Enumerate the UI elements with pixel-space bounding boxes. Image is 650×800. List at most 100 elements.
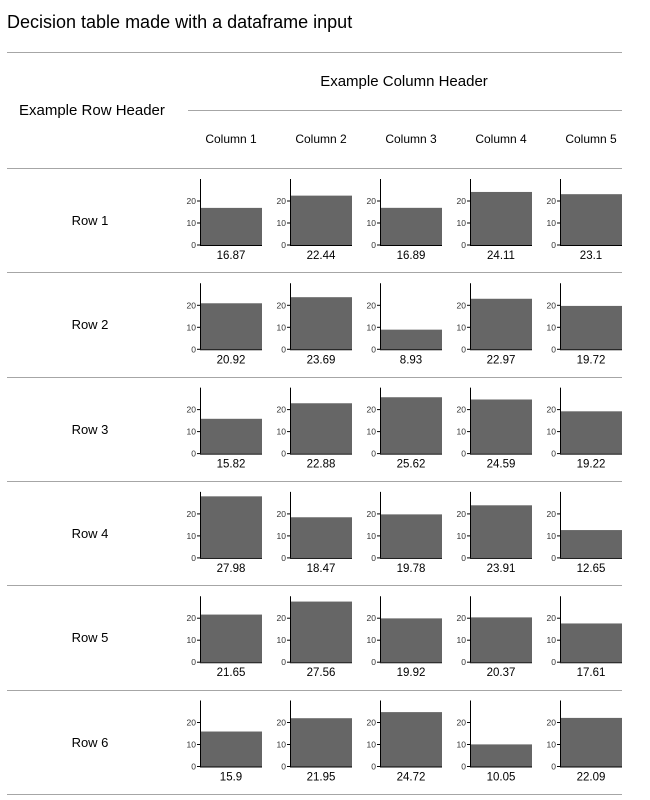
y-tick-label: 20 [277, 509, 287, 519]
value-label: 24.59 [487, 459, 516, 471]
value-label: 23.1 [580, 250, 602, 262]
bar [290, 517, 352, 558]
value-label: 25.62 [397, 459, 426, 471]
y-tick-label: 20 [367, 718, 377, 728]
y-tick-label: 10 [547, 322, 557, 332]
bar [290, 403, 352, 454]
y-tick-label: 0 [371, 240, 376, 250]
y-tick-label: 0 [461, 449, 466, 459]
y-tick-label: 10 [547, 635, 557, 645]
bar [380, 618, 442, 663]
y-tick-label: 0 [551, 240, 556, 250]
value-label: 20.92 [217, 354, 246, 366]
y-tick-label: 0 [371, 344, 376, 354]
y-tick-label: 0 [371, 449, 376, 459]
bar [200, 731, 262, 767]
y-tick-label: 10 [187, 740, 197, 750]
bar [560, 411, 622, 454]
y-tick-label: 0 [191, 553, 196, 563]
y-tick-label: 0 [371, 657, 376, 667]
value-label: 27.56 [307, 667, 336, 679]
y-tick-label: 10 [367, 427, 377, 437]
y-tick-label: 10 [457, 531, 467, 541]
y-tick-label: 0 [371, 762, 376, 772]
bar [200, 207, 262, 245]
y-tick-label: 0 [191, 344, 196, 354]
bar [560, 717, 622, 767]
value-label: 19.92 [397, 667, 426, 679]
value-label: 27.98 [217, 563, 246, 575]
value-label: 24.11 [487, 250, 515, 262]
y-tick-label: 20 [367, 509, 377, 519]
value-label: 8.93 [400, 354, 422, 366]
y-tick-label: 20 [187, 509, 197, 519]
y-tick-label: 20 [547, 405, 557, 415]
y-tick-label: 0 [461, 553, 466, 563]
bar [560, 305, 622, 350]
bar [290, 718, 352, 767]
row-header: Example Row Header [19, 102, 165, 119]
column-label: Column 2 [295, 132, 347, 146]
y-tick-label: 0 [281, 762, 286, 772]
y-tick-label: 20 [277, 613, 287, 623]
y-tick-label: 10 [277, 322, 287, 332]
value-label: 21.95 [307, 772, 336, 784]
y-tick-label: 20 [457, 300, 467, 310]
row-label: Row 4 [71, 525, 109, 541]
y-tick-label: 0 [551, 449, 556, 459]
value-label: 19.72 [577, 354, 606, 366]
bar [470, 191, 532, 245]
y-tick-label: 10 [367, 635, 377, 645]
y-tick-label: 10 [457, 635, 467, 645]
y-tick-label: 20 [187, 613, 197, 623]
value-label: 22.88 [307, 459, 336, 471]
row-label: Row 5 [71, 630, 109, 646]
bar [560, 623, 622, 663]
bar [200, 614, 262, 663]
y-tick-label: 10 [547, 218, 557, 228]
y-tick-label: 20 [367, 300, 377, 310]
y-tick-label: 20 [187, 718, 197, 728]
value-label: 22.97 [487, 354, 516, 366]
bar [290, 195, 352, 245]
y-tick-label: 20 [457, 196, 467, 206]
value-label: 19.78 [397, 563, 426, 575]
y-tick-label: 0 [461, 762, 466, 772]
value-label: 21.65 [217, 667, 246, 679]
value-label: 23.69 [307, 354, 336, 366]
column-label: Column 1 [205, 132, 257, 146]
y-tick-label: 20 [187, 196, 197, 206]
bar [380, 207, 442, 245]
y-tick-label: 10 [277, 740, 287, 750]
value-label: 12.65 [577, 563, 606, 575]
y-tick-label: 20 [367, 405, 377, 415]
value-label: 20.37 [487, 667, 516, 679]
bar [290, 601, 352, 663]
y-tick-label: 0 [281, 657, 286, 667]
y-tick-label: 0 [281, 449, 286, 459]
y-tick-label: 10 [457, 322, 467, 332]
bar [380, 712, 442, 767]
y-tick-label: 10 [547, 740, 557, 750]
y-tick-label: 20 [547, 718, 557, 728]
y-tick-label: 0 [191, 240, 196, 250]
y-tick-label: 20 [547, 509, 557, 519]
y-tick-label: 20 [277, 300, 287, 310]
y-tick-label: 10 [367, 322, 377, 332]
y-tick-label: 10 [277, 427, 287, 437]
y-tick-label: 10 [277, 218, 287, 228]
y-tick-label: 20 [367, 196, 377, 206]
column-label: Column 5 [565, 132, 617, 146]
y-tick-label: 10 [367, 740, 377, 750]
y-tick-label: 20 [457, 613, 467, 623]
y-tick-label: 10 [187, 635, 197, 645]
bar [470, 298, 532, 350]
bar [560, 194, 622, 245]
y-tick-label: 0 [281, 553, 286, 563]
y-tick-label: 10 [367, 218, 377, 228]
y-tick-label: 20 [547, 613, 557, 623]
y-tick-label: 0 [371, 553, 376, 563]
y-tick-label: 10 [277, 531, 287, 541]
value-label: 16.89 [397, 250, 426, 262]
value-label: 10.05 [487, 772, 516, 784]
